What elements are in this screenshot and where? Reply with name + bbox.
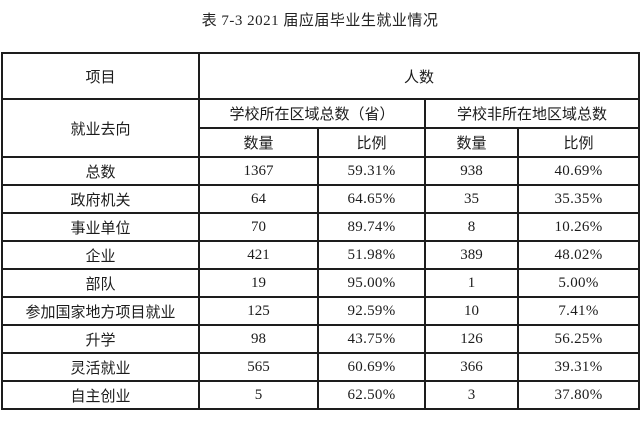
header-qty-out-cell: 数量 bbox=[424, 127, 519, 158]
table-row: 升学 98 43.75% 126 56.25% bbox=[1, 324, 640, 354]
in-qty-cell: 125 bbox=[198, 296, 319, 326]
out-ratio-cell: 48.02% bbox=[516, 240, 640, 270]
out-qty-cell: 366 bbox=[424, 352, 519, 382]
row-label-cell: 企业 bbox=[1, 240, 200, 270]
row-label-cell: 部队 bbox=[1, 268, 200, 298]
in-ratio-cell: 64.65% bbox=[317, 184, 426, 214]
table-row: 企业 421 51.98% 389 48.02% bbox=[1, 240, 640, 270]
table-row: 部队 19 95.00% 1 5.00% bbox=[1, 268, 640, 298]
table-row: 事业单位 70 89.74% 8 10.26% bbox=[1, 212, 640, 242]
row-label-cell: 灵活就业 bbox=[1, 352, 200, 382]
header-destination-cell: 就业去向 bbox=[1, 98, 200, 158]
header-ratio-out-cell: 比例 bbox=[516, 127, 640, 158]
out-ratio-cell: 5.00% bbox=[516, 268, 640, 298]
header-item-cell: 项目 bbox=[1, 52, 200, 100]
out-ratio-cell: 39.31% bbox=[516, 352, 640, 382]
in-qty-cell: 5 bbox=[198, 380, 319, 410]
in-ratio-cell: 43.75% bbox=[317, 324, 426, 354]
table-row: 政府机关 64 64.65% 35 35.35% bbox=[1, 184, 640, 214]
in-qty-cell: 64 bbox=[198, 184, 319, 214]
row-label-cell: 自主创业 bbox=[1, 380, 200, 410]
row-label-cell: 政府机关 bbox=[1, 184, 200, 214]
in-ratio-cell: 60.69% bbox=[317, 352, 426, 382]
document-page: 表 7-3 2021 届应届毕业生就业情况 项目 人数 就业去向 学校所在区域总… bbox=[1, 13, 640, 410]
in-qty-cell: 1367 bbox=[198, 156, 319, 186]
out-qty-cell: 389 bbox=[424, 240, 519, 270]
in-qty-cell: 421 bbox=[198, 240, 319, 270]
in-qty-cell: 19 bbox=[198, 268, 319, 298]
header-qty-in-cell: 数量 bbox=[198, 127, 319, 158]
header-out-region-cell: 学校非所在地区域总数 bbox=[423, 98, 640, 129]
out-qty-cell: 938 bbox=[424, 156, 519, 186]
table-row: 总数 1367 59.31% 938 40.69% bbox=[1, 156, 640, 186]
row-label-cell: 升学 bbox=[1, 324, 200, 354]
in-ratio-cell: 62.50% bbox=[317, 380, 426, 410]
in-qty-cell: 565 bbox=[198, 352, 319, 382]
out-qty-cell: 3 bbox=[424, 380, 519, 410]
in-ratio-cell: 89.74% bbox=[317, 212, 426, 242]
row-label-cell: 参加国家地方项目就业 bbox=[1, 296, 200, 326]
out-ratio-cell: 35.35% bbox=[516, 184, 640, 214]
out-ratio-cell: 10.26% bbox=[516, 212, 640, 242]
out-ratio-cell: 37.80% bbox=[516, 380, 640, 410]
header-in-region-cell: 学校所在区域总数（省） bbox=[198, 98, 426, 129]
table-row: 参加国家地方项目就业 125 92.59% 10 7.41% bbox=[1, 296, 640, 326]
in-ratio-cell: 92.59% bbox=[317, 296, 426, 326]
in-qty-cell: 70 bbox=[198, 212, 319, 242]
table-row: 自主创业 5 62.50% 3 37.80% bbox=[1, 380, 640, 410]
table-row: 灵活就业 565 60.69% 366 39.31% bbox=[1, 352, 640, 382]
header-row-groups: 就业去向 学校所在区域总数（省） 学校非所在地区域总数 bbox=[1, 98, 640, 158]
header-headcount-cell: 人数 bbox=[197, 52, 640, 100]
header-ratio-in-cell: 比例 bbox=[317, 127, 426, 158]
header-row-top: 项目 人数 bbox=[1, 52, 640, 100]
out-qty-cell: 126 bbox=[424, 324, 519, 354]
row-label-cell: 事业单位 bbox=[1, 212, 200, 242]
in-ratio-cell: 59.31% bbox=[317, 156, 426, 186]
out-qty-cell: 8 bbox=[424, 212, 519, 242]
out-qty-cell: 1 bbox=[424, 268, 519, 298]
out-ratio-cell: 56.25% bbox=[516, 324, 640, 354]
row-label-cell: 总数 bbox=[1, 156, 200, 186]
out-qty-cell: 10 bbox=[424, 296, 519, 326]
in-qty-cell: 98 bbox=[198, 324, 319, 354]
out-ratio-cell: 7.41% bbox=[516, 296, 640, 326]
out-qty-cell: 35 bbox=[424, 184, 519, 214]
table-caption: 表 7-3 2021 届应届毕业生就业情况 bbox=[201, 13, 439, 29]
in-ratio-cell: 51.98% bbox=[317, 240, 426, 270]
header-row-sub: 数量 比例 数量 比例 bbox=[2, 127, 640, 158]
in-ratio-cell: 95.00% bbox=[317, 268, 426, 298]
out-ratio-cell: 40.69% bbox=[516, 156, 640, 186]
employment-table: 项目 人数 就业去向 学校所在区域总数（省） 学校非所在地区域总数 数量 比例 … bbox=[1, 52, 640, 410]
